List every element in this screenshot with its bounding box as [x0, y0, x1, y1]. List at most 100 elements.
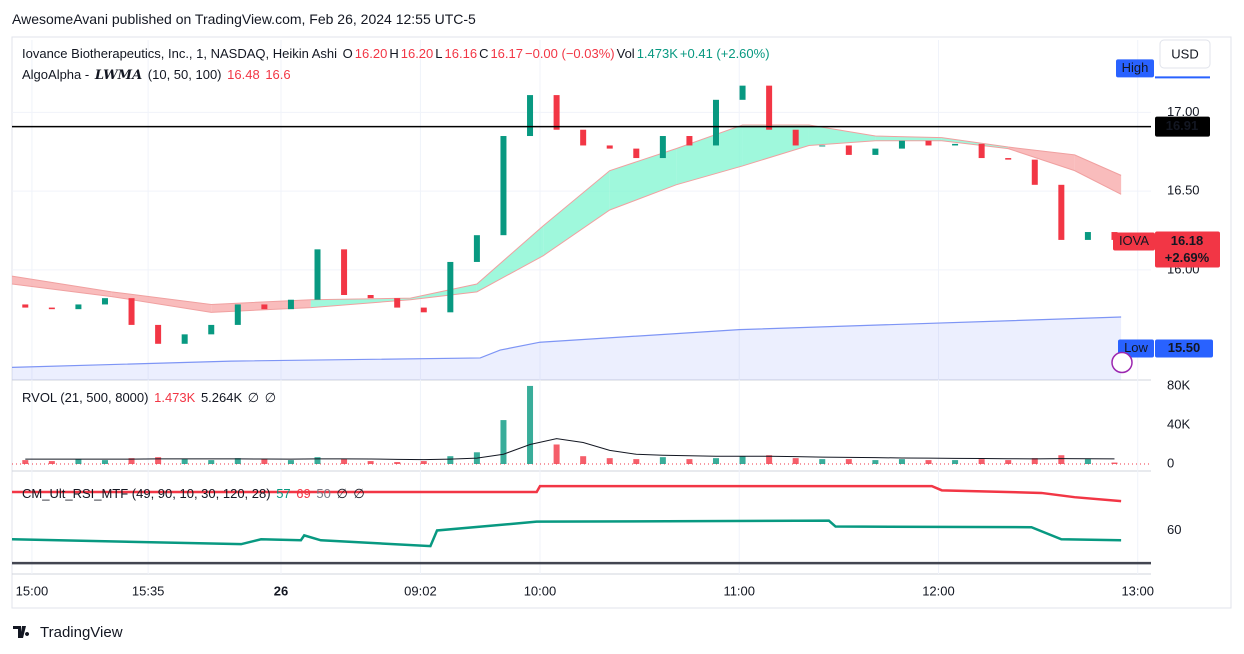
legend-main: Iovance Biotherapeutics, Inc., 1, NASDAQ…	[22, 46, 772, 61]
candle-body	[978, 143, 985, 159]
volume-bar	[101, 460, 108, 464]
low-value-bg	[1155, 339, 1213, 358]
candle-body	[367, 295, 374, 299]
candle-body	[48, 307, 55, 310]
rvol-value: 1.473K	[154, 390, 196, 405]
volume-bar	[500, 420, 507, 464]
rsi-line	[11, 519, 1122, 548]
x-tick-label: 10:00	[524, 583, 557, 598]
lwma-line	[11, 124, 1122, 305]
rvol-title: RVOL (21, 500, 8000)	[22, 390, 149, 405]
high-label-bg	[1116, 59, 1154, 78]
volume-bar	[287, 460, 294, 464]
currency[interactable]: USD	[1171, 46, 1198, 61]
candle-body	[712, 99, 719, 146]
quote-key: H	[389, 46, 399, 61]
plot: 15:00 15:35 26 09:02 10:00 11:00 12:00 13:00 16.…	[11, 40, 1220, 598]
candle-body	[952, 143, 959, 146]
volume-bar	[766, 455, 773, 464]
last-change: +2.69%	[1165, 250, 1210, 265]
lwma-line	[11, 140, 1122, 313]
volume-bar	[792, 458, 799, 464]
candle-body	[22, 304, 29, 308]
volume-bar	[978, 459, 985, 464]
x-tick-label: 15:00	[16, 583, 49, 598]
volume-bar	[819, 459, 826, 464]
volume-bar	[155, 457, 162, 464]
volume-bar	[553, 444, 560, 464]
currency-button[interactable]	[1159, 39, 1211, 69]
ribbon-fill	[476, 225, 544, 292]
candle-body	[633, 148, 640, 159]
low-value: 15.50	[1168, 340, 1201, 355]
y-tick-label: 16.50	[1167, 183, 1200, 198]
high-label: High	[1122, 60, 1149, 75]
baseline-area	[12, 317, 1122, 380]
lwma-value: 16.48	[227, 67, 260, 82]
candle-body	[686, 136, 693, 146]
x-tick-label: 11:00	[723, 583, 755, 598]
volume-bar	[75, 459, 82, 464]
symbol-bg	[1113, 232, 1155, 251]
quote-value: 16.17	[490, 46, 523, 61]
candle-body	[420, 307, 427, 313]
x-tick-label: 13:00	[1121, 583, 1154, 598]
candle-body	[101, 298, 108, 305]
rvol-ma: 5.264K	[200, 390, 243, 405]
volume-bar	[952, 460, 959, 464]
symbol-label: IOVA	[1119, 233, 1149, 248]
candle-body	[155, 324, 162, 344]
rsi-value: 57	[276, 486, 291, 501]
candle-body	[181, 334, 188, 344]
volume-bar	[341, 459, 348, 464]
candle-body	[1058, 184, 1065, 240]
volume-bar	[580, 456, 587, 464]
candle-body	[287, 299, 294, 310]
y-tick-label: 17.00	[1167, 104, 1200, 119]
volume-bar	[606, 458, 613, 464]
candle-body	[872, 148, 879, 155]
brand: TradingView	[40, 624, 123, 641]
x-tick-label: 09:02	[404, 583, 437, 598]
candle-body	[208, 324, 215, 335]
ribbon-fill	[609, 148, 677, 210]
candle-body	[819, 145, 826, 147]
volume-bar	[420, 461, 427, 464]
volume-bar	[1005, 460, 1012, 464]
candle-body	[234, 304, 241, 325]
last-bg	[1155, 231, 1220, 268]
hline-label-bg	[1155, 116, 1210, 137]
volume-bar	[659, 457, 666, 464]
volume-bar	[1111, 462, 1118, 464]
hline-label: 16.91	[1166, 118, 1199, 133]
change: −0.00 (−0.03%)	[525, 46, 615, 61]
legend-lwma: AlgoAlpha - LWMA (10, 50, 100) 16.48 16.…	[22, 67, 293, 83]
volume-change: +0.41 (+2.60%)	[679, 46, 770, 61]
candle-body	[261, 304, 268, 310]
quote-value: 16.20	[400, 46, 434, 61]
legend-rvol: RVOL (21, 500, 8000) 1.473K 5.264K ∅ ∅	[22, 390, 278, 406]
candle-body	[447, 261, 454, 313]
volume-bar	[845, 459, 852, 464]
ribbon-fill	[12, 276, 112, 297]
low-label: Low	[1124, 340, 1148, 355]
candle-body	[394, 298, 401, 308]
candle-body	[659, 136, 666, 159]
rsi-title: CM_Ult_RSI_MTF (49, 90, 10, 30, 120, 28)	[22, 486, 271, 501]
candle-body	[580, 129, 587, 146]
candle-body	[898, 140, 905, 149]
na: ∅	[247, 390, 260, 405]
volume-bar	[1058, 455, 1065, 464]
volume-bar	[234, 458, 241, 464]
frame	[11, 36, 1232, 609]
volume-bar	[739, 456, 746, 464]
baseline-line	[11, 316, 1122, 369]
y-tick-label: 60	[1167, 522, 1181, 537]
candle-body	[1005, 158, 1012, 160]
lwma-value: 16.6	[265, 67, 291, 82]
candle-body	[792, 129, 799, 146]
indicator-tag: LWMA	[94, 68, 143, 83]
candle-body	[75, 304, 82, 310]
